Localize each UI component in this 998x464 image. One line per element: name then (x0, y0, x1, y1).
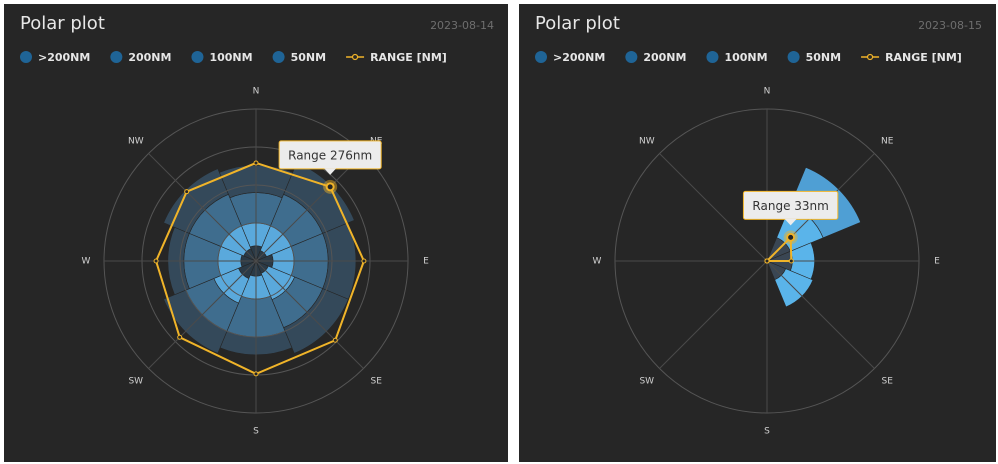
grid-spoke (255, 260, 364, 369)
chart-title: Polar plot (535, 13, 620, 34)
tooltip-text: Range 276nm (288, 148, 372, 162)
highlight (786, 232, 796, 242)
range-point (253, 160, 259, 166)
direction-label: SW (128, 377, 143, 387)
legend-marker (191, 51, 204, 63)
legend-label: 100NM (209, 51, 252, 64)
date: 2023-08-14 (430, 19, 494, 32)
legend-label: >200NM (38, 51, 90, 64)
direction-label: S (253, 427, 259, 437)
range-point (361, 258, 367, 264)
direction-label: SE (882, 377, 894, 387)
highlight (325, 182, 335, 192)
direction-label: W (593, 257, 602, 267)
range-point (153, 258, 159, 264)
range-line (764, 235, 793, 262)
date: 2023-08-15 (918, 19, 982, 32)
direction-label: N (764, 87, 771, 97)
legend-label: RANGE [NM] (885, 51, 962, 64)
direction-label: SE (371, 377, 383, 387)
legend-label: 100NM (724, 51, 767, 64)
range-point (253, 371, 259, 377)
legend-marker (110, 51, 123, 63)
direction-label: E (423, 257, 429, 267)
legend-marker (866, 53, 874, 61)
direction-label: S (764, 427, 770, 437)
legend-marker (272, 51, 285, 63)
grid-spoke (659, 260, 768, 369)
range-point (184, 189, 190, 195)
direction-label: SW (639, 377, 654, 387)
panel (519, 4, 996, 462)
range-point (332, 337, 338, 343)
grid-spoke (766, 260, 875, 369)
grid-spoke (148, 260, 257, 369)
legend-label: 50NM (291, 51, 326, 64)
legend-marker (706, 51, 719, 63)
legend-marker (351, 53, 359, 61)
legend-label: RANGE [NM] (370, 51, 447, 64)
range-point (764, 258, 770, 264)
legend-label: >200NM (553, 51, 605, 64)
direction-label: NW (128, 136, 144, 146)
legend-label: 50NM (806, 51, 841, 64)
legend-marker (20, 51, 32, 63)
legend-marker (787, 51, 800, 63)
legend-marker (625, 51, 638, 63)
direction-label: NW (639, 136, 655, 146)
direction-label: N (253, 87, 260, 97)
tooltip-arrow (324, 168, 337, 175)
grid-spoke (659, 153, 768, 262)
tooltip-arrow (784, 218, 797, 226)
legend-marker (535, 51, 547, 63)
legend-label: 200NM (128, 51, 171, 64)
range-point (788, 258, 794, 264)
chart-title: Polar plot (20, 13, 105, 34)
legend-label: 200NM (643, 51, 686, 64)
direction-label: NE (881, 136, 894, 146)
direction-label: E (934, 257, 940, 267)
grid-spoke (255, 153, 364, 262)
range-point (177, 334, 183, 340)
tooltip-text: Range 33nm (752, 199, 828, 213)
grid-spoke (148, 153, 257, 262)
direction-label: W (82, 257, 91, 267)
